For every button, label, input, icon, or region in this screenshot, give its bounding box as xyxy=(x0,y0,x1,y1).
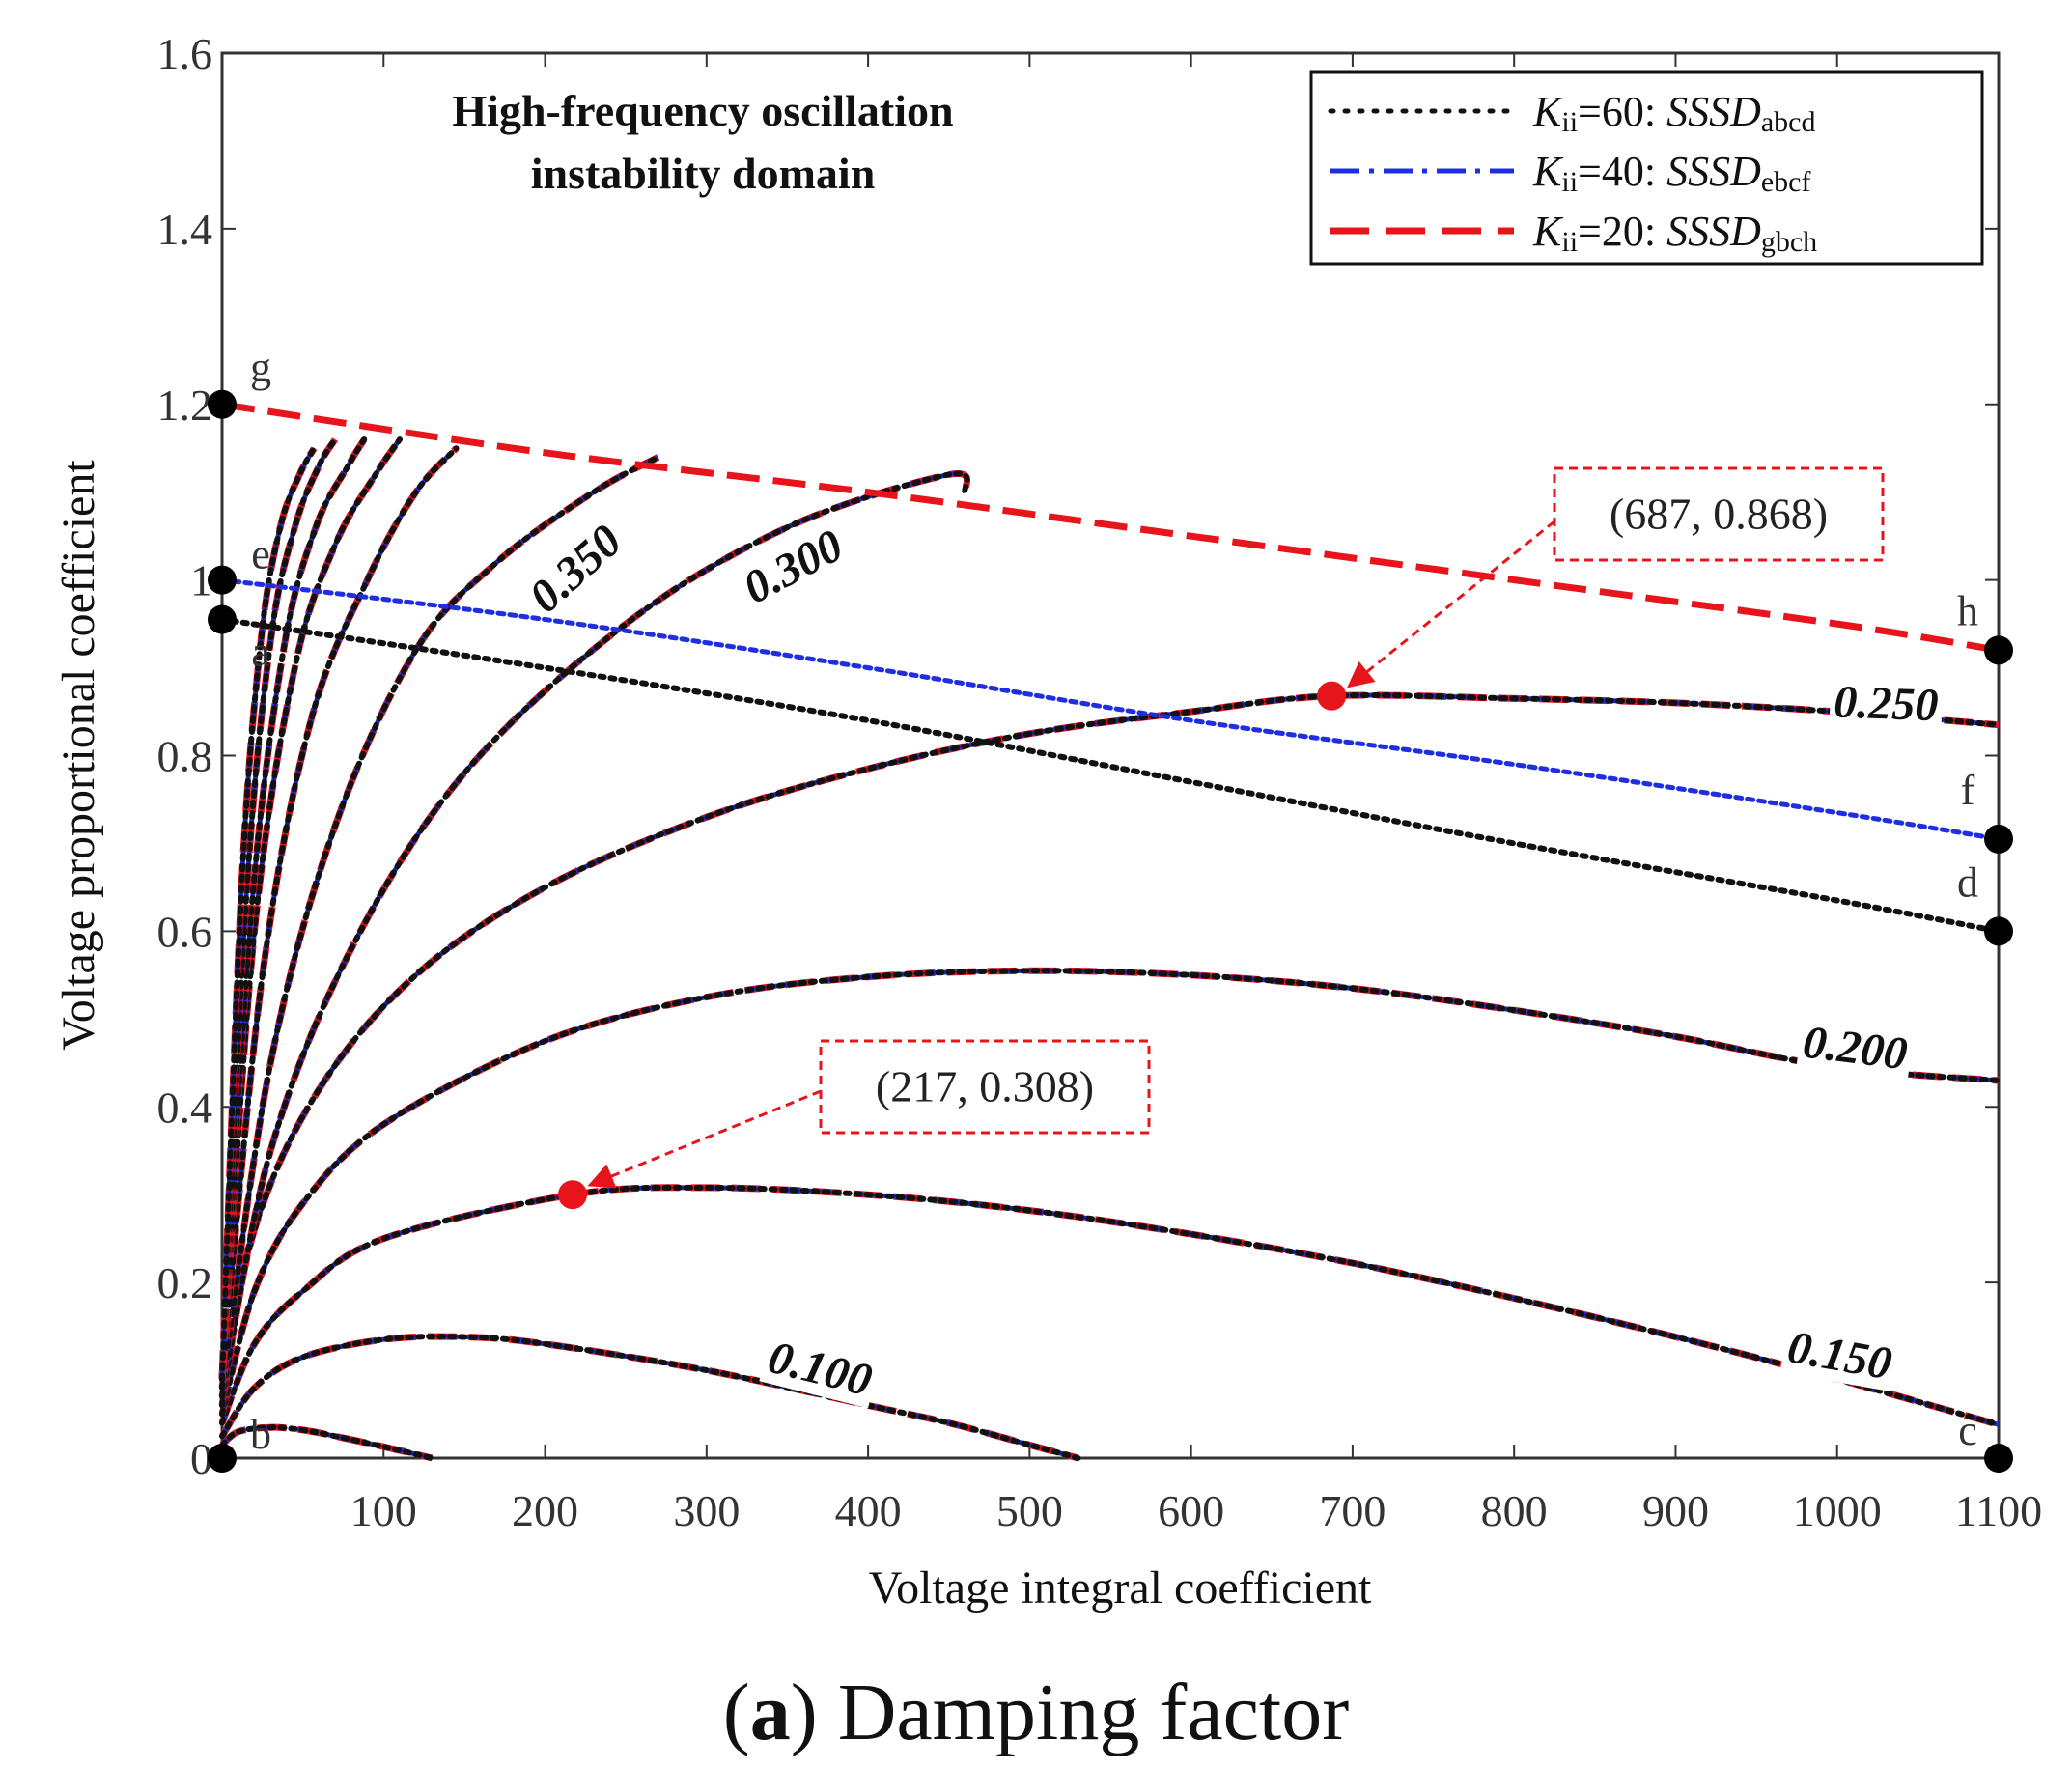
contour-label-bg xyxy=(518,514,635,627)
y-tick-label: 1.4 xyxy=(157,205,213,254)
contour-kii60 xyxy=(219,436,339,1383)
boundary-kii20 xyxy=(221,401,2000,654)
y-tick-label: 0 xyxy=(190,1434,212,1483)
y-tick-label: 0.4 xyxy=(157,1082,213,1132)
legend-entry: Kii=60: SSSDabcd xyxy=(1532,88,1816,138)
corner-label-h: h xyxy=(1957,587,1978,634)
corner-point-b xyxy=(208,1444,237,1473)
y-tick-label: 0.2 xyxy=(157,1258,213,1307)
contour-label-group: 0.200 xyxy=(1796,1017,1914,1082)
annotation-point xyxy=(557,1180,587,1210)
y-tick-label: 1.2 xyxy=(157,380,213,430)
x-tick-label: 800 xyxy=(1481,1486,1548,1535)
contour-label-bg xyxy=(732,520,855,617)
corner-label-f: f xyxy=(1961,767,1975,814)
y-axis-title: Voltage proportional coefficient xyxy=(53,460,104,1051)
damping-factor-chart: 100 200 300 400 500 600 700 800 900 1000 1100 1.6 1.… xyxy=(53,29,2043,1614)
x-tick-label: 400 xyxy=(835,1486,902,1535)
x-tick-label: 500 xyxy=(996,1486,1063,1535)
x-tick-label: 100 xyxy=(350,1486,417,1535)
contour-label-bg xyxy=(759,1332,881,1409)
corner-label-g: g xyxy=(250,344,271,391)
caption-letter: a xyxy=(749,1668,791,1757)
annotation-box xyxy=(819,1039,1151,1135)
contour-kii60 xyxy=(219,1424,435,1461)
corner-point-f xyxy=(1984,824,2013,854)
contour-label-group: 0.250 xyxy=(1829,676,1944,733)
annotation-text: (687, 0.868) xyxy=(1610,490,1828,539)
corner-label-c: c xyxy=(1958,1407,1977,1454)
annotation-arrow xyxy=(587,1089,822,1189)
corner-label-e: e xyxy=(251,531,270,578)
contour-kii60 xyxy=(219,968,2002,1418)
boundary-kii40 xyxy=(219,577,2002,842)
contour-kii60 xyxy=(219,454,661,1391)
x-tick-label: 300 xyxy=(673,1486,740,1535)
boundaries-layer xyxy=(219,401,2002,935)
y-tick-label: 0.8 xyxy=(157,732,213,781)
annotation-arrow xyxy=(1347,520,1555,688)
contour-label-bg xyxy=(1796,1018,1914,1082)
x-tick-label: 200 xyxy=(512,1486,578,1535)
contour-kii60 xyxy=(219,1184,2002,1428)
corner-point-a xyxy=(208,604,237,634)
legend-entry: Kii=40: SSSDebcf xyxy=(1532,148,1810,198)
contour-kii60 xyxy=(219,445,460,1383)
corner-points-layer: g e a b h fd c xyxy=(208,344,2013,1473)
x-tick-label: 600 xyxy=(1158,1486,1224,1535)
contour-label: 0.200 xyxy=(1801,1017,1911,1081)
x-tick-label: 1100 xyxy=(1955,1486,2042,1535)
corner-point-g xyxy=(208,389,237,419)
corner-label-d: d xyxy=(1957,858,1978,906)
legend: Kii=60: SSSDabcd Kii=40: SSSDebcf Kii=20: … xyxy=(1309,70,1984,266)
y-tick-label: 1 xyxy=(190,556,212,605)
corner-label-b: b xyxy=(250,1411,271,1458)
contour-label: 0.250 xyxy=(1834,676,1940,731)
figure-caption: (a) Damping factor xyxy=(722,1668,1350,1757)
annotation-text: (217, 0.308) xyxy=(876,1062,1094,1111)
legend-entry: Kii=20: SSSDgbch xyxy=(1532,208,1817,258)
contour-kii60 xyxy=(219,470,970,1400)
region-title-line-1: High-frequency oscillation xyxy=(452,86,953,135)
region-title-line-2: instability domain xyxy=(531,149,876,198)
contour-kii60 xyxy=(219,436,368,1383)
ticks-layer: 100 200 300 400 500 600 700 800 900 1000 1100 1.6 1.… xyxy=(157,29,2043,1535)
contour-label-group: 0.100 xyxy=(759,1332,881,1409)
y-tick-label: 1.6 xyxy=(157,29,213,78)
contour-kii60 xyxy=(219,1334,1081,1461)
caption-text: Damping factor xyxy=(817,1668,1350,1757)
contour-kii40 xyxy=(219,692,2000,1406)
contour-label-bg xyxy=(1829,678,1944,733)
y-tick-label: 0.6 xyxy=(157,907,213,956)
contour-kii60 xyxy=(219,691,2002,1409)
annotation-box xyxy=(1553,466,1885,562)
corner-point-d xyxy=(1984,916,2013,946)
annotations-layer: (687, 0.868) (217, 0.308) xyxy=(557,466,1885,1210)
contour-kii60 xyxy=(219,445,318,1383)
corner-point-c xyxy=(1984,1444,2013,1473)
x-tick-label: 700 xyxy=(1319,1486,1386,1535)
annotation-point xyxy=(1317,681,1347,711)
corner-point-h xyxy=(1984,635,2013,665)
boundary-kii60 xyxy=(219,616,2002,935)
contour-label-bg xyxy=(1779,1322,1899,1391)
x-tick-label: 1000 xyxy=(1793,1486,1882,1535)
x-axis-title: Voltage integral coefficient xyxy=(869,1562,1372,1614)
corner-label-a: a xyxy=(251,629,270,676)
x-tick-label: 900 xyxy=(1642,1486,1709,1535)
corner-point-e xyxy=(208,565,237,595)
